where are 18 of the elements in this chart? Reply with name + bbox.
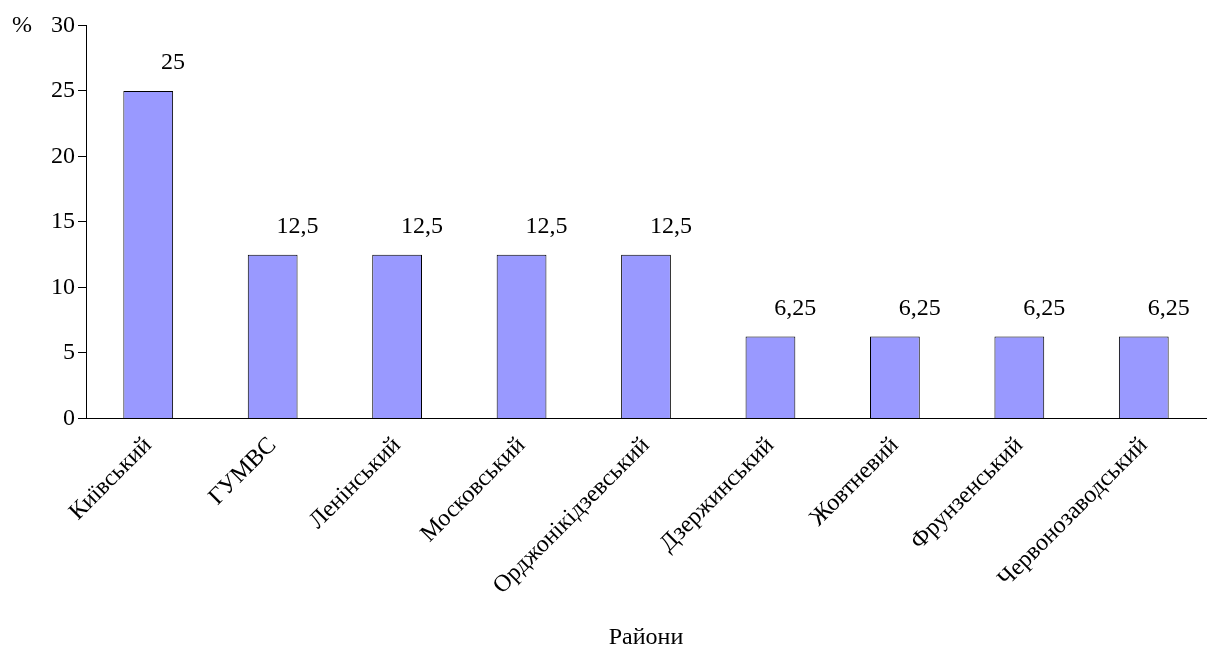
y-tick-label: 5 — [63, 338, 75, 365]
data-label: 6,25 — [1147, 293, 1190, 320]
y-tick-label: 10 — [51, 272, 75, 299]
y-tick-label: 15 — [51, 207, 75, 234]
x-axis-title: Райони — [608, 622, 684, 649]
data-label: 25 — [161, 47, 186, 74]
y-tick-label: 0 — [63, 403, 75, 430]
data-label: 12,5 — [525, 211, 568, 238]
data-label: 12,5 — [401, 211, 443, 238]
y-axis-title: % — [12, 10, 32, 37]
data-label: 12,5 — [649, 211, 692, 238]
data-label: 12,5 — [276, 211, 319, 238]
y-tick-label: 20 — [51, 141, 75, 168]
data-label: 6,25 — [898, 293, 941, 320]
data-label: 6,25 — [1023, 293, 1066, 320]
y-tick-label: 25 — [51, 76, 75, 103]
data-label: 6,25 — [774, 293, 817, 320]
y-tick-label: 30 — [51, 10, 75, 37]
